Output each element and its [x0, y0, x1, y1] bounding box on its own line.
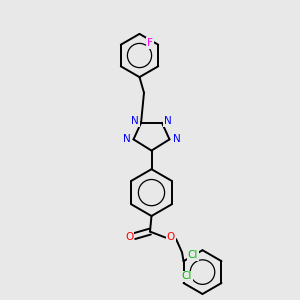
Text: F: F [147, 38, 153, 48]
Text: N: N [131, 116, 139, 126]
Text: N: N [172, 134, 180, 144]
Text: N: N [123, 134, 130, 144]
Text: O: O [167, 232, 175, 242]
Text: O: O [125, 232, 134, 242]
Text: N: N [164, 116, 172, 126]
Text: Cl: Cl [188, 250, 198, 260]
Text: Cl: Cl [181, 272, 192, 281]
